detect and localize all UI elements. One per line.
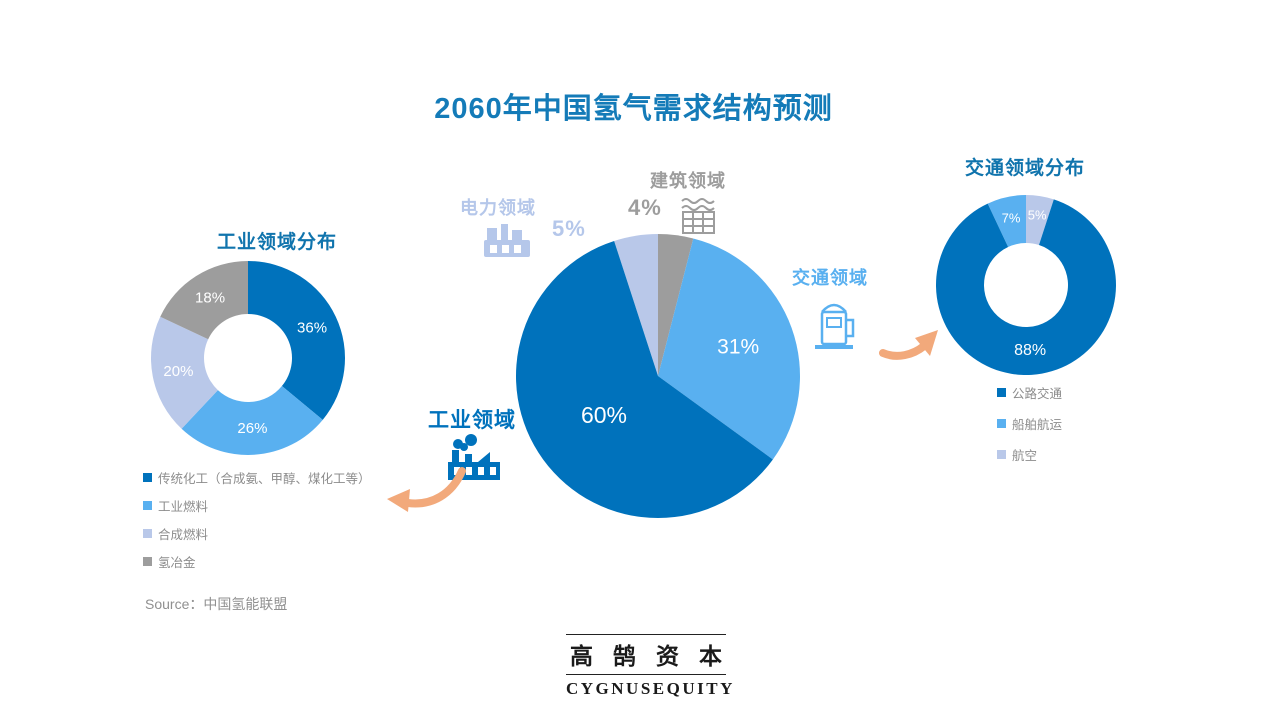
legend-item: 工业燃料 — [143, 496, 371, 515]
legend-label: 航空 — [1012, 449, 1038, 463]
transport-donut-value-label-0: 88% — [1014, 342, 1046, 359]
legend-label: 氢冶金 — [158, 556, 196, 570]
legend-item: 船舶航运 — [997, 414, 1062, 433]
industry-sector-label: 工业领域 — [428, 409, 516, 432]
pie-labels-layer: 31% 60% 36% 26% 20% 18% 7% 5% 88% — [163, 207, 1047, 437]
logo-english-text: CYGNUSEQUITY — [566, 679, 735, 698]
industry-legend: 传统化工（合成氨、甲醇、煤化工等） 工业燃料合成燃料氢冶金 — [143, 468, 371, 580]
legend-item: 传统化工（合成氨、甲醇、煤化工等） — [143, 468, 371, 487]
transport-sector-label: 交通领域 — [792, 268, 868, 288]
main-pie-slice-2 — [614, 234, 658, 376]
legend-label: 传统化工（合成氨、甲醇、煤化工等） — [158, 472, 371, 486]
transport-donut-slice-1 — [987, 195, 1026, 247]
legend-swatch — [143, 473, 152, 482]
factory-icon — [448, 434, 500, 480]
logo-bottom-rule — [566, 674, 726, 675]
arrow-right-icon — [879, 330, 938, 360]
pie-slices-layer — [150, 195, 1116, 518]
legend-swatch — [997, 450, 1006, 459]
power-plant-icon — [484, 224, 530, 257]
building-icon — [681, 198, 715, 234]
gas-pump-icon — [815, 303, 855, 349]
power-sector-percent: 5% — [552, 216, 586, 241]
main-pie-slice-3 — [658, 234, 694, 376]
transport-chart-title: 交通领域分布 — [964, 158, 1085, 179]
industry-donut-value-label-1: 26% — [237, 420, 267, 437]
building-sector-percent: 4% — [628, 195, 662, 220]
legend-item: 航空 — [997, 445, 1062, 464]
industry-donut-slice-0 — [248, 261, 345, 420]
industry-donut-value-label-0: 36% — [297, 319, 327, 336]
legend-label: 合成燃料 — [158, 528, 209, 542]
power-sector-label: 电力领域 — [460, 198, 536, 218]
industry-donut-slice-3 — [160, 261, 248, 340]
main-pie-slice-0 — [516, 240, 773, 518]
legend-swatch — [997, 388, 1006, 397]
industry-donut-slice-1 — [181, 386, 323, 455]
legend-swatch — [997, 419, 1006, 428]
main-pie-value-label-0: 60% — [581, 402, 627, 428]
legend-swatch — [143, 529, 152, 538]
legend-item: 合成燃料 — [143, 524, 371, 543]
legend-swatch — [143, 557, 152, 566]
industry-donut-value-label-2: 20% — [163, 363, 193, 380]
transport-donut-slice-2 — [1026, 195, 1054, 246]
legend-label: 船舶航运 — [1012, 418, 1063, 432]
legend-item: 氢冶金 — [143, 552, 371, 571]
transport-legend: 公路交通船舶航运航空 — [997, 383, 1062, 476]
transport-donut-value-label-2: 5% — [1028, 207, 1047, 222]
legend-label: 工业燃料 — [158, 500, 209, 514]
logo-top-rule — [566, 634, 726, 635]
legend-swatch — [143, 501, 152, 510]
transport-donut-slice-0 — [936, 199, 1116, 376]
industry-donut-value-label-3: 18% — [195, 290, 225, 307]
source-note: Source：中国氢能联盟 — [145, 596, 288, 612]
industry-donut-slice-2 — [150, 316, 218, 429]
arrow-left-icon — [387, 467, 466, 512]
industry-chart-title: 工业领域分布 — [216, 232, 337, 253]
building-sector-label: 建筑领域 — [650, 171, 726, 191]
logo: 高鹄资本 CYGNUSEQUITY — [566, 634, 735, 699]
main-pie-value-label-1: 31% — [717, 336, 759, 359]
legend-item: 公路交通 — [997, 383, 1062, 402]
main-pie-slice-1 — [658, 238, 800, 460]
transport-donut-value-label-1: 7% — [1002, 211, 1021, 226]
page-title: 2060年中国氢气需求结构预测 — [434, 93, 833, 126]
logo-chinese-text: 高鹄资本 — [570, 644, 742, 669]
legend-label: 公路交通 — [1012, 387, 1063, 401]
